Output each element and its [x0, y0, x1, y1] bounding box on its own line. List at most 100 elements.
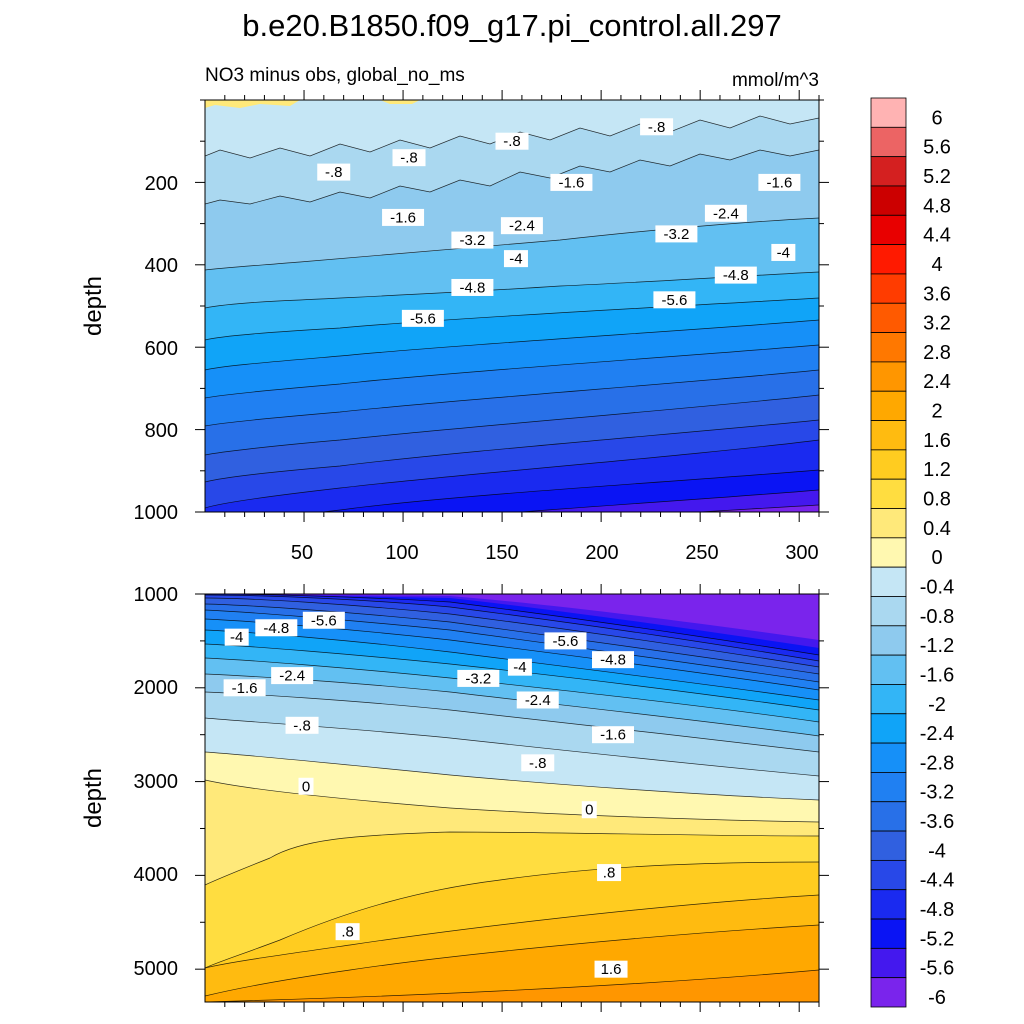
contour-label-text: -1.6: [232, 680, 258, 697]
colorbar-swatch: [870, 566, 907, 597]
colorbar-label: 2.8: [923, 342, 951, 364]
contour-label: -.8: [285, 716, 319, 734]
contour-label-text: -4: [513, 659, 526, 676]
contour-label-box: [714, 266, 757, 284]
colorbar-label: -2.8: [920, 752, 954, 774]
contour-label: .8: [335, 923, 360, 941]
colorbar-swatch: [870, 889, 907, 920]
contour-label-box: [298, 777, 314, 795]
colorbar-label: -4.8: [920, 899, 954, 921]
colorbar-swatch: [870, 859, 907, 891]
contour-label: -1.6: [223, 679, 266, 697]
contour-label-box: [581, 801, 597, 819]
upper-y-axis-label: depth: [80, 276, 107, 336]
colorbar-label: -2.4: [920, 723, 954, 745]
colorbar-label: 2: [931, 401, 942, 423]
upper-y-tick-labels: 200 400 600 800 1000: [134, 173, 179, 524]
y-tick-label: 5000: [134, 958, 179, 980]
colorbar-label: 5.6: [923, 137, 951, 159]
colorbar-label: -4.4: [920, 870, 954, 892]
contour-label: -3.2: [457, 669, 500, 687]
contour-label: -2.4: [500, 217, 543, 235]
contour-label-text: -5.6: [311, 612, 337, 629]
contour-label-text: -.8: [529, 755, 547, 772]
y-tick-label: 400: [145, 255, 178, 277]
contour-label: -2.4: [704, 204, 747, 222]
contour-label-box: [544, 632, 587, 650]
contour-label-box: [451, 231, 494, 249]
contour-label: -1.6: [382, 208, 425, 226]
colorbar-swatch: [870, 449, 907, 480]
contour-label: 0: [581, 801, 597, 819]
contour-label-text: 0: [585, 802, 593, 819]
colorbar-swatch: [870, 478, 907, 509]
colorbar-label: 5.2: [923, 166, 951, 188]
upper-panel: NO3 minus obs, global_no_ms mmol/m^3: [80, 65, 829, 564]
y-tick-label: 2000: [134, 677, 179, 699]
colorbar-labels: 6 5.6 5.2 4.8 4.4 4 3.6 3.2 2.8 2.4 2 1.6 1.2 0.8 0.4 0…: [920, 107, 954, 1009]
contour-label-box: [758, 173, 801, 191]
contour-label: -5.6: [302, 611, 345, 629]
contour-label-text: -2.4: [279, 668, 305, 685]
colorbar-label: -0.4: [920, 576, 954, 598]
contour-label-box: [223, 679, 266, 697]
colorbar-swatch: [870, 244, 907, 275]
contour-label-text: -2.4: [525, 692, 551, 709]
colorbar-swatch: [870, 684, 907, 715]
contour-label-text: -3.2: [465, 670, 491, 687]
colorbar-swatch: [870, 126, 907, 158]
contour-label-box: [224, 628, 249, 646]
colorbar-label: -1.2: [920, 635, 954, 657]
contour-label: -2.4: [516, 691, 559, 709]
contour-label-text: 0: [302, 778, 310, 795]
contour-label-text: -4.8: [600, 652, 626, 669]
lower-plot-frame: [204, 593, 820, 1003]
colorbar-swatch: [870, 361, 907, 392]
colorbar-label: 4.4: [923, 225, 951, 247]
colorbar-label: -2: [928, 694, 946, 716]
contour-label: -1.6: [592, 726, 635, 744]
contour-label-box: [521, 754, 555, 772]
colorbar-label: 6: [931, 107, 942, 129]
colorbar-label: 1.2: [923, 459, 951, 481]
y-tick-label: 200: [145, 173, 178, 195]
contour-label-text: -.8: [648, 119, 666, 136]
colorbar-label: -1.6: [920, 664, 954, 686]
contour-label: -4: [507, 658, 532, 676]
contour-label-text: -5.6: [661, 292, 687, 309]
x-tick-label: 200: [585, 542, 618, 564]
colorbar-label: 2.4: [923, 371, 951, 393]
colorbar-label: 4.8: [923, 195, 951, 217]
colorbar-swatch: [870, 742, 907, 773]
colorbar-swatch: [870, 156, 907, 187]
contour-label: -1.6: [550, 173, 593, 191]
y-tick-label: 600: [145, 338, 178, 360]
contour-label: -4: [503, 250, 528, 268]
colorbar-swatch: [870, 97, 907, 128]
upper-subtitle-right: mmol/m^3: [732, 70, 819, 91]
colorbar-swatch: [870, 273, 907, 304]
colorbar-label: -5.6: [920, 958, 954, 980]
contour-label-box: [503, 250, 528, 268]
contour-label-box: [507, 658, 532, 676]
y-tick-label: 1000: [134, 502, 179, 524]
contour-label-box: [401, 309, 444, 327]
colorbar-label: 0.4: [923, 518, 951, 540]
contour-label-text: -4.8: [723, 267, 749, 284]
colorbar-swatch: [870, 830, 907, 861]
colorbar-swatch: [870, 508, 907, 539]
contour-label: .8: [597, 864, 622, 882]
colorbar-label: 3.6: [923, 283, 951, 305]
contour-label: -4.8: [451, 278, 494, 296]
contour-label-text: -3.2: [663, 226, 689, 243]
contour-label-text: -2.4: [509, 218, 535, 235]
contour-label-text: -1.6: [390, 209, 416, 226]
x-tick-label: 300: [785, 542, 818, 564]
contour-label: -1.6: [758, 173, 801, 191]
colorbar-boxes: [870, 97, 907, 1008]
contour-label: -5.6: [653, 291, 696, 309]
contour-label-text: -3.2: [459, 232, 485, 249]
colorbar-swatch: [870, 918, 907, 949]
contour-label-box: [302, 611, 345, 629]
